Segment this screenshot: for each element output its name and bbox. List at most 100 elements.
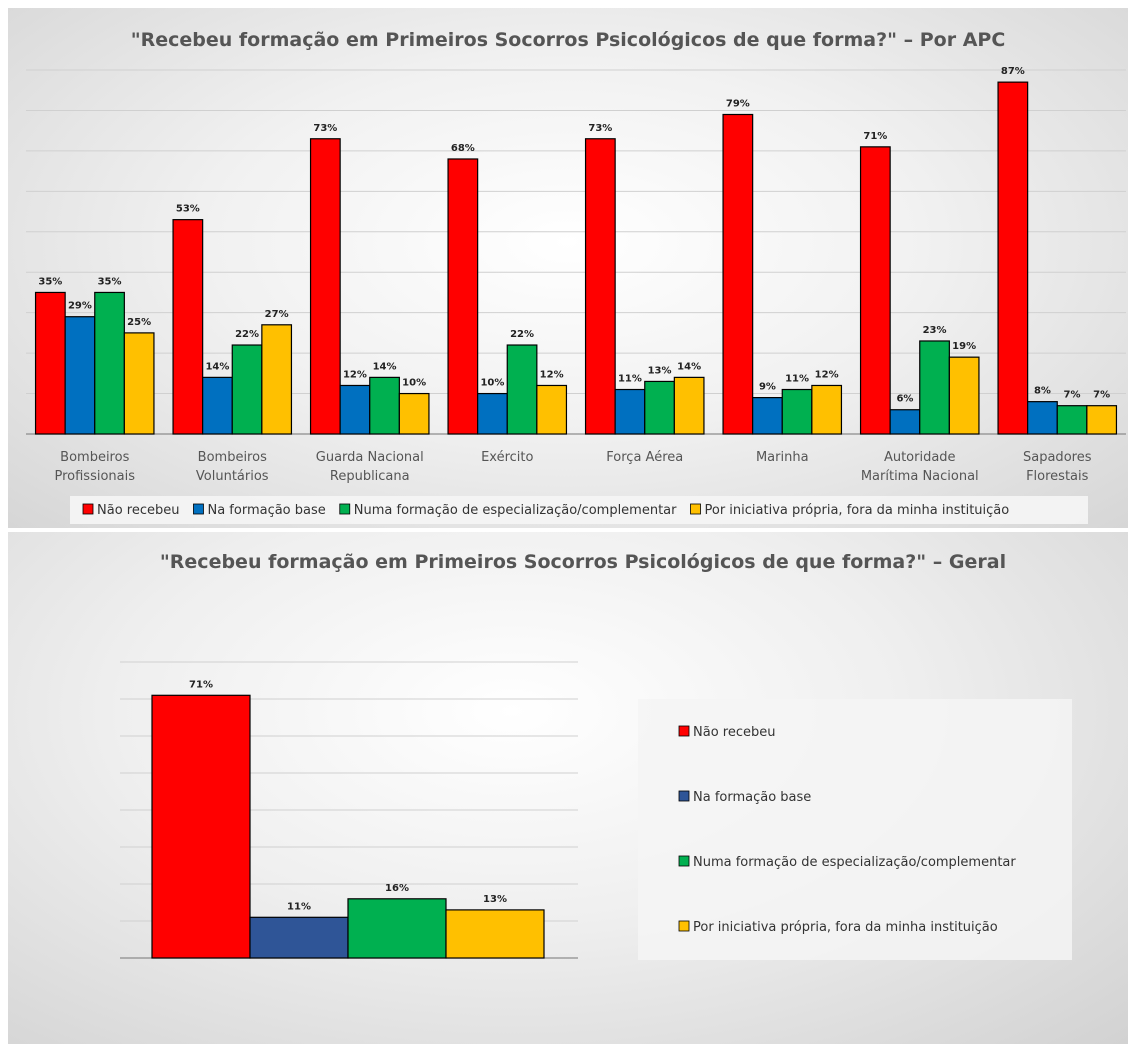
bar bbox=[506, 344, 538, 435]
data-label: 13% bbox=[648, 365, 672, 376]
data-label: 9% bbox=[759, 382, 776, 393]
data-label: 79% bbox=[726, 98, 750, 109]
data-label: 25% bbox=[127, 317, 151, 328]
legend-item: Por iniciativa própria, fora da minha in… bbox=[705, 503, 1010, 518]
data-label: 13% bbox=[483, 894, 507, 905]
chart-geral: "Recebeu formação em Primeiros Socorros … bbox=[120, 551, 1072, 960]
data-label: 68% bbox=[451, 143, 475, 154]
data-label: 10% bbox=[402, 378, 426, 389]
bar bbox=[811, 384, 843, 435]
chart-title-por-apc: "Recebeu formação em Primeiros Socorros … bbox=[131, 29, 1006, 51]
legend-item: Numa formação de especialização/compleme… bbox=[354, 503, 677, 518]
bar bbox=[997, 81, 1029, 435]
legend-swatch bbox=[339, 503, 351, 515]
bar bbox=[447, 158, 479, 435]
legend-box bbox=[70, 496, 1088, 524]
bar bbox=[919, 340, 950, 435]
data-label: 23% bbox=[923, 325, 947, 336]
data-label: 11% bbox=[785, 374, 809, 385]
chart-panel-geral: "Recebeu formação em Primeiros Socorros … bbox=[8, 532, 1128, 1044]
category-label: Marítima Nacional bbox=[861, 469, 979, 484]
bar bbox=[202, 376, 233, 435]
bar bbox=[309, 138, 341, 435]
data-label: 35% bbox=[98, 276, 122, 287]
bar bbox=[536, 384, 568, 435]
legend: Não recebeu Na formação base Numa formação… bbox=[638, 699, 1072, 960]
data-label: 10% bbox=[480, 378, 504, 389]
bar bbox=[752, 397, 783, 435]
legend-swatch bbox=[82, 503, 94, 515]
chart-por-apc: "Recebeu formação em Primeiros Socorros … bbox=[26, 29, 1126, 524]
data-label: 12% bbox=[815, 369, 839, 380]
data-label: 35% bbox=[38, 276, 62, 287]
bar bbox=[477, 392, 508, 435]
data-label: 11% bbox=[287, 901, 311, 912]
legend-swatch bbox=[678, 790, 690, 802]
bar bbox=[614, 388, 646, 435]
data-label: 7% bbox=[1064, 390, 1081, 401]
chart-panel-por-apc: "Recebeu formação em Primeiros Socorros … bbox=[8, 8, 1128, 528]
bar bbox=[398, 392, 430, 435]
category-label: Guarda Nacional bbox=[316, 450, 424, 465]
bar bbox=[347, 898, 447, 959]
category-label: Bombeiros bbox=[198, 450, 267, 465]
data-label: 14% bbox=[373, 361, 397, 372]
bar bbox=[339, 384, 371, 435]
bar bbox=[644, 380, 675, 435]
data-label: 22% bbox=[510, 329, 534, 340]
legend-swatch bbox=[690, 503, 701, 515]
legend-box bbox=[638, 699, 1072, 960]
category-label: Republicana bbox=[330, 469, 410, 484]
legend-item: Na formação base bbox=[207, 503, 325, 518]
category-label: Força Aérea bbox=[606, 450, 683, 465]
data-label: 11% bbox=[618, 374, 642, 385]
bar bbox=[722, 113, 754, 435]
bar bbox=[261, 324, 293, 435]
legend-swatch bbox=[678, 920, 690, 932]
category-label: Bombeiros bbox=[60, 450, 129, 465]
legend-swatch bbox=[193, 503, 204, 515]
bar bbox=[172, 219, 204, 435]
data-label: 14% bbox=[677, 361, 701, 372]
data-label: 8% bbox=[1034, 386, 1051, 397]
data-label: 12% bbox=[540, 369, 564, 380]
legend-swatch bbox=[678, 725, 690, 737]
bar bbox=[123, 332, 155, 435]
legend-item: Por iniciativa própria, fora da minha in… bbox=[693, 920, 998, 935]
legend-item: Não recebeu bbox=[97, 503, 179, 518]
data-label: 87% bbox=[1001, 66, 1025, 77]
bar bbox=[151, 694, 251, 959]
legend: Não recebeu Na formação base Numa formação… bbox=[70, 496, 1088, 524]
bar bbox=[1027, 401, 1058, 435]
bar bbox=[781, 388, 813, 435]
bar bbox=[34, 291, 66, 435]
bar bbox=[584, 138, 616, 435]
chart-title-geral: "Recebeu formação em Primeiros Socorros … bbox=[160, 551, 1006, 573]
bar bbox=[1056, 405, 1088, 435]
data-label: 73% bbox=[588, 123, 612, 134]
bar bbox=[859, 146, 891, 435]
data-label: 71% bbox=[189, 679, 213, 690]
category-label: Profissionais bbox=[54, 469, 135, 484]
bar bbox=[231, 344, 263, 435]
legend-item: Na formação base bbox=[693, 790, 811, 805]
data-label: 7% bbox=[1093, 390, 1110, 401]
bar bbox=[94, 291, 125, 435]
data-label: 29% bbox=[68, 301, 92, 312]
data-label: 73% bbox=[313, 123, 337, 134]
bar bbox=[948, 356, 980, 435]
category-label: Exército bbox=[481, 450, 533, 465]
bar bbox=[369, 376, 400, 435]
data-label: 12% bbox=[343, 369, 367, 380]
data-label: 6% bbox=[896, 394, 913, 405]
data-label: 27% bbox=[265, 309, 289, 320]
category-label: Autoridade bbox=[884, 450, 956, 465]
bar bbox=[673, 376, 705, 435]
data-label: 19% bbox=[952, 341, 976, 352]
category-label: Marinha bbox=[756, 450, 809, 465]
category-label: Sapadores bbox=[1023, 450, 1092, 465]
bar bbox=[64, 316, 96, 435]
data-label: 14% bbox=[205, 361, 229, 372]
data-label: 53% bbox=[176, 204, 200, 215]
data-label: 71% bbox=[863, 131, 887, 142]
